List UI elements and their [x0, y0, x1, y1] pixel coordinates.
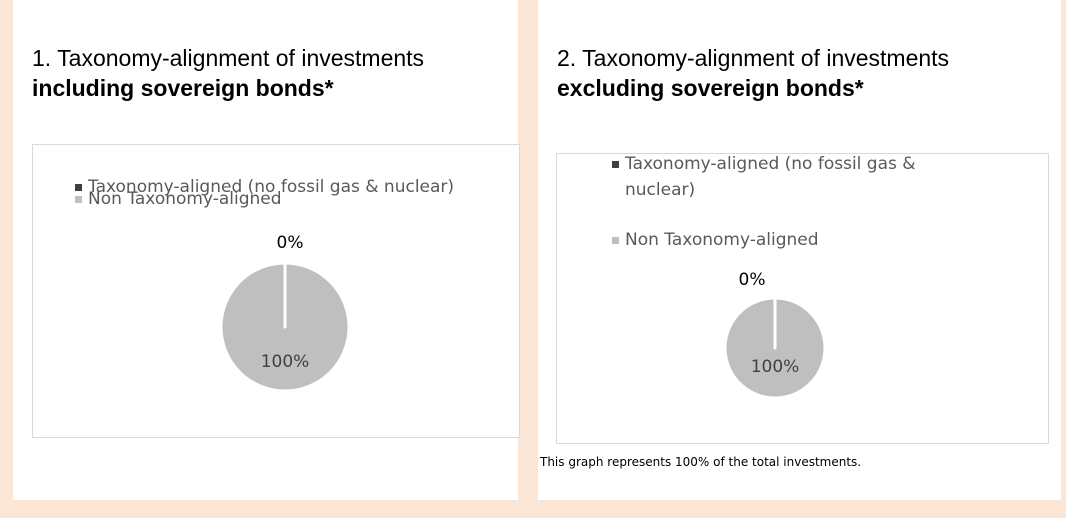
legend-swatch	[75, 196, 82, 203]
chart-title: 1. Taxonomy-alignment of investments	[32, 45, 425, 71]
legend-swatch	[612, 237, 619, 244]
data-label: 100%	[260, 352, 310, 372]
legend-label: Non Taxonomy-aligned	[88, 189, 282, 209]
chart-title: 2. Taxonomy-alignment of investments	[557, 45, 950, 71]
chart-box	[556, 153, 1049, 444]
data-label: 0%	[276, 233, 304, 253]
pie-slice	[723, 296, 827, 400]
legend-label: Taxonomy-aligned (no fossil gas & nuclea…	[625, 154, 916, 200]
legend-label: Non Taxonomy-aligned	[625, 230, 819, 250]
chart-subtitle: excluding sovereign bonds*	[557, 75, 864, 101]
legend-swatch	[75, 184, 82, 191]
footnote: This graph represents 100% of the total …	[540, 455, 862, 469]
data-label: 0%	[738, 270, 766, 290]
legend-label: Taxonomy-aligned (no fossil gas & nuclea…	[88, 177, 455, 197]
pie-slice	[219, 261, 351, 393]
chart-subtitle: including sovereign bonds*	[32, 75, 334, 101]
legend-swatch	[612, 161, 619, 168]
data-label: 100%	[750, 357, 800, 377]
